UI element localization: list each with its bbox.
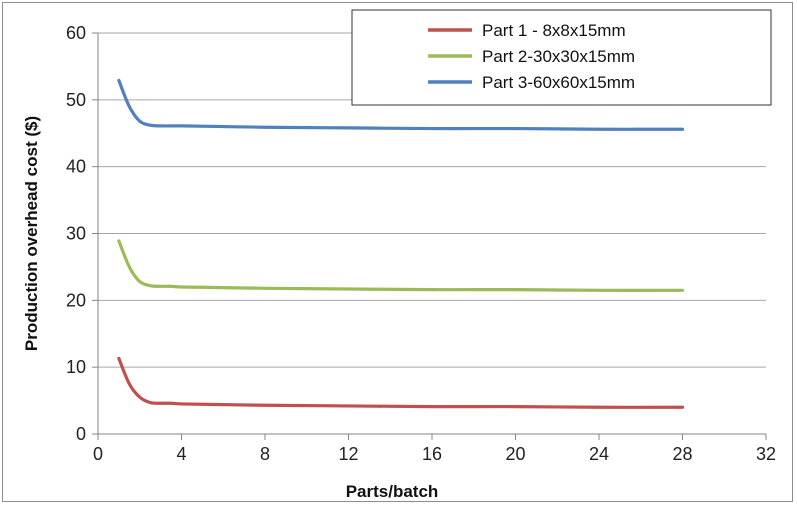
legend-label-3: Part 3-60x60x15mm xyxy=(482,73,635,92)
x-tick-label: 28 xyxy=(672,444,692,464)
y-tick-label: 20 xyxy=(66,290,86,310)
x-tick-label: 8 xyxy=(260,444,270,464)
legend-items: Part 1 - 8x8x15mm Part 2-30x30x15mm Part 3… xyxy=(428,21,635,92)
legend: Part 1 - 8x8x15mm Part 2-30x30x15mm Part 3… xyxy=(351,9,772,106)
legend-box xyxy=(351,9,772,106)
x-tick-label: 16 xyxy=(422,444,442,464)
y-tick-label: 50 xyxy=(66,90,86,110)
series-line-1 xyxy=(117,356,685,409)
y-tick-label: 0 xyxy=(76,424,86,444)
series-lines xyxy=(117,78,685,409)
x-tick-label: 4 xyxy=(176,444,186,464)
axes xyxy=(92,32,767,440)
y-tick-label: 30 xyxy=(66,224,86,244)
legend-label-2: Part 2-30x30x15mm xyxy=(482,47,635,66)
x-axis-title: Parts/batch xyxy=(346,482,439,501)
y-tick-label: 10 xyxy=(66,357,86,377)
y-tick-label: 40 xyxy=(66,157,86,177)
series-line-2 xyxy=(117,239,685,292)
x-tick-label: 0 xyxy=(93,444,103,464)
x-tick-label: 12 xyxy=(338,444,358,464)
tick-labels: 0 10 20 30 40 50 60 0 4 8 12 16 20 24 28 32 xyxy=(66,23,776,464)
x-tick-label: 32 xyxy=(756,444,776,464)
x-tick-label: 20 xyxy=(505,444,525,464)
legend-label-1: Part 1 - 8x8x15mm xyxy=(482,21,626,40)
y-axis-title: Production overhead cost ($) xyxy=(22,116,41,351)
y-tick-label: 60 xyxy=(66,23,86,43)
series-line-3 xyxy=(117,78,685,131)
line-chart: 0 10 20 30 40 50 60 0 4 8 12 16 20 24 28 32 Parts/batch… xyxy=(22,9,776,501)
x-tick-label: 24 xyxy=(589,444,609,464)
